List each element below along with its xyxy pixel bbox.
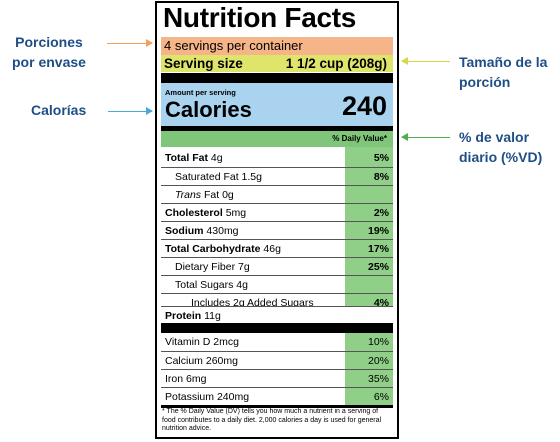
callout-servings: Porciones por envase	[12, 32, 86, 72]
vitamin-amount: 240mg	[216, 391, 250, 403]
callout-daily-value-line2: diario (%VD)	[459, 149, 543, 165]
vitamin-row-d: Vitamin D 2mcg 10%	[161, 333, 393, 351]
amount-per-serving: Amount per serving	[165, 88, 236, 97]
nutrient-row-sodium: Sodium 430mg 19%	[161, 221, 393, 239]
nutrient-amount: 46g	[263, 243, 281, 255]
nutrient-amount: 4g	[210, 152, 223, 164]
nutrient-row-trans-fat: Trans Fat 0g	[161, 185, 393, 203]
thick-rule-1	[161, 73, 393, 83]
vitamin-name: Calcium	[165, 355, 203, 367]
nutrient-dv: 17%	[367, 243, 389, 255]
thick-rule-3	[161, 323, 393, 333]
serving-size-value: 1 1/2 cup (208g)	[285, 56, 387, 71]
nutrient-name: Dietary Fiber	[175, 261, 236, 273]
nutrient-name: Cholesterol	[165, 207, 223, 219]
nutrient-dv: 19%	[367, 225, 389, 237]
nutrient-name: Total Carbohydrate	[165, 243, 261, 255]
callout-serving-size-line2: porción	[459, 74, 511, 90]
vitamin-row-potassium: Potassium 240mg 6%	[161, 387, 393, 405]
callout-calories-text: Calorías	[31, 102, 87, 118]
arrow-daily-value	[401, 133, 450, 141]
nutrient-amount: 1.5g	[241, 171, 262, 183]
nutrient-amount: Fat 0g	[203, 189, 234, 201]
vitamin-name: Iron	[165, 373, 184, 385]
vitamin-row-calcium: Calcium 260mg 20%	[161, 351, 393, 369]
nutrient-amount: 5mg	[225, 207, 247, 219]
nutrient-row-total-fat: Total Fat 4g 5%	[161, 149, 393, 167]
nutrient-name: Trans	[175, 189, 202, 201]
nutrient-dv: 2%	[373, 207, 389, 219]
nutrient-name: Total Fat	[165, 152, 208, 164]
footnote: * The % Daily Value (DV) tells you how m…	[162, 408, 382, 432]
callout-servings-line2: por envase	[12, 54, 86, 70]
serving-size-row: Serving size 1 1/2 cup (208g)	[161, 55, 393, 72]
calories-label: Calories	[165, 97, 252, 122]
nutrient-row-dietary-fiber: Dietary Fiber 7g 25%	[161, 257, 393, 275]
arrow-calories	[108, 107, 153, 115]
callout-daily-value: % de valor diario (%VD)	[459, 127, 542, 167]
vitamin-amount: 260mg	[205, 355, 238, 367]
nutrient-dv: 25%	[367, 261, 389, 273]
vitamin-dv: 6%	[373, 391, 389, 403]
callout-calories: Calorías	[31, 100, 86, 120]
arrow-servings	[107, 39, 153, 47]
arrow-serving-size	[401, 57, 450, 65]
calories-value: 240	[341, 91, 387, 121]
nutrient-dv: 5%	[373, 152, 389, 164]
thick-rule-4	[161, 405, 393, 408]
nutrient-amount: 430mg	[206, 225, 239, 237]
nutrient-name: Saturated Fat	[175, 171, 239, 183]
servings-per-container: 4 servings per container	[161, 37, 393, 55]
calories-section: Amount per serving Calories 240	[161, 83, 393, 126]
nutrient-amount: 4g	[236, 279, 248, 291]
nutrient-name: Sodium	[165, 225, 204, 237]
thick-rule-2	[161, 126, 393, 131]
callout-servings-line1: Porciones	[15, 34, 83, 50]
vitamin-dv: 10%	[367, 336, 389, 348]
nutrient-name: Protein	[165, 310, 202, 322]
nutrient-row-saturated-fat: Saturated Fat 1.5g 8%	[161, 167, 393, 185]
label-title: Nutrition Facts	[163, 2, 357, 33]
nutrient-row-total-sugars: Total Sugars 4g	[161, 275, 393, 293]
vitamin-name: Vitamin D	[165, 336, 211, 348]
vitamin-dv: 35%	[367, 373, 389, 385]
serving-size-label: Serving size	[164, 56, 243, 71]
daily-value-header: % Daily Value*	[161, 131, 393, 147]
vitamin-row-iron: Iron 6mg 35%	[161, 369, 393, 387]
nutrient-dv: 8%	[373, 171, 389, 183]
nutrient-name: Total Sugars	[175, 279, 234, 291]
callout-serving-size: Tamaño de la porción	[459, 52, 547, 92]
vitamin-dv: 20%	[367, 355, 389, 367]
nutrient-row-total-carbohydrate: Total Carbohydrate 46g 17%	[161, 239, 393, 257]
dv-column-top	[345, 147, 393, 315]
callout-daily-value-line1: % de valor	[459, 129, 530, 145]
nutrient-amount: 11g	[204, 310, 221, 322]
vitamin-amount: 2mcg	[213, 336, 239, 348]
nutrient-row-protein: Protein 11g	[161, 306, 393, 324]
nutrition-facts-label: Nutrition Facts 4 servings per container…	[155, 1, 399, 439]
vitamin-amount: 6mg	[186, 373, 207, 385]
nutrient-amount: 7g	[238, 261, 250, 273]
callout-serving-size-line1: Tamaño de la	[459, 54, 548, 70]
vitamin-name: Potassium	[165, 391, 215, 403]
nutrient-row-cholesterol: Cholesterol 5mg 2%	[161, 203, 393, 221]
